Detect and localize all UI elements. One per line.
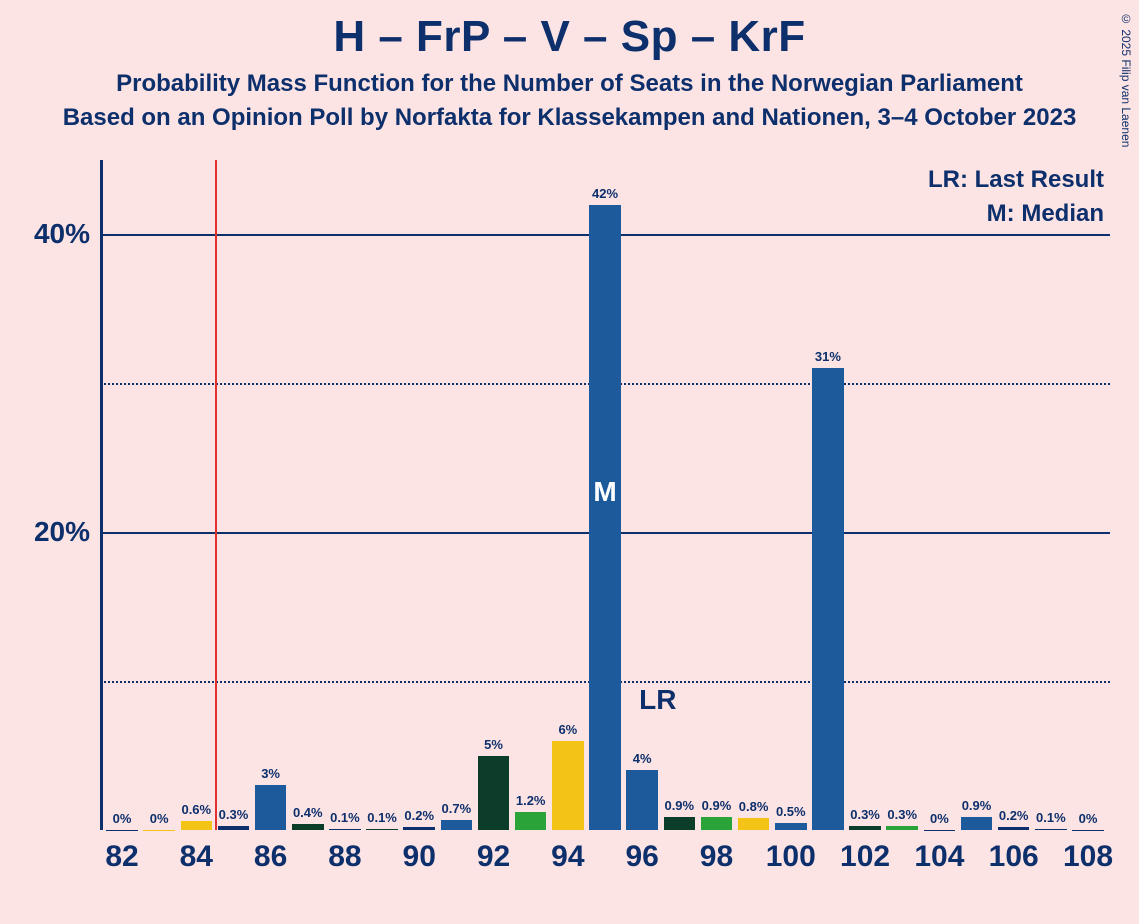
- x-tick-label: 94: [528, 840, 608, 874]
- x-tick-label: 82: [82, 840, 162, 874]
- x-tick-label: 108: [1048, 840, 1128, 874]
- title-block: H – FrP – V – Sp – KrF Probability Mass …: [0, 0, 1139, 132]
- x-tick-label: 88: [305, 840, 385, 874]
- bar: [106, 830, 138, 831]
- bar-value-label: 42%: [575, 186, 635, 201]
- bar: [664, 817, 696, 830]
- median-marker: M: [585, 476, 625, 508]
- bar: [589, 205, 621, 830]
- bar-value-label: 5%: [464, 737, 524, 752]
- x-tick-label: 98: [676, 840, 756, 874]
- bar: [329, 829, 361, 830]
- last-result-marker: LR: [639, 684, 676, 716]
- bar: [886, 826, 918, 830]
- bar-value-label: 31%: [798, 349, 858, 364]
- x-tick-label: 102: [825, 840, 905, 874]
- chart-subtitle-2: Based on an Opinion Poll by Norfakta for…: [0, 104, 1139, 132]
- bar: [738, 818, 770, 830]
- chart-subtitle-1: Probability Mass Function for the Number…: [0, 70, 1139, 98]
- x-axis-labels: 828486889092949698100102104106108: [100, 840, 1110, 900]
- x-tick-label: 96: [602, 840, 682, 874]
- x-tick-label: 92: [454, 840, 534, 874]
- x-tick-label: 100: [751, 840, 831, 874]
- bar: [292, 824, 324, 830]
- bar: [1035, 829, 1067, 830]
- bar: [998, 827, 1030, 830]
- bar: [143, 830, 175, 831]
- y-tick-label: 20%: [20, 516, 90, 548]
- bar: [403, 827, 435, 830]
- x-tick-label: 90: [379, 840, 459, 874]
- bar: [552, 741, 584, 830]
- copyright-text: © 2025 Filip van Laenen: [1119, 12, 1133, 147]
- bar-value-label: 3%: [241, 766, 301, 781]
- bar: [441, 820, 473, 830]
- bar: [366, 829, 398, 830]
- bar: [924, 830, 956, 831]
- bars-container: 0%0%0.6%0.3%3%0.4%0.1%0.1%0.2%0.7%5%1.2%…: [100, 160, 1110, 830]
- bar: [515, 812, 547, 830]
- bar: [812, 368, 844, 830]
- x-tick-label: 106: [974, 840, 1054, 874]
- bar-value-label: 0%: [1058, 811, 1118, 826]
- bar: [218, 826, 250, 830]
- bar: [775, 823, 807, 830]
- y-tick-label: 40%: [20, 218, 90, 250]
- x-tick-label: 104: [899, 840, 979, 874]
- bar: [701, 817, 733, 830]
- bar: [181, 821, 213, 830]
- plot-area: 20%40% 0%0%0.6%0.3%3%0.4%0.1%0.1%0.2%0.7…: [100, 160, 1110, 830]
- chart-title: H – FrP – V – Sp – KrF: [0, 12, 1139, 62]
- chart-area: LR: Last Result M: Median 20%40% 0%0%0.6…: [100, 160, 1110, 830]
- bar: [1072, 830, 1104, 831]
- bar-value-label: 4%: [612, 751, 672, 766]
- x-tick-label: 84: [156, 840, 236, 874]
- bar: [849, 826, 881, 830]
- x-tick-label: 86: [231, 840, 311, 874]
